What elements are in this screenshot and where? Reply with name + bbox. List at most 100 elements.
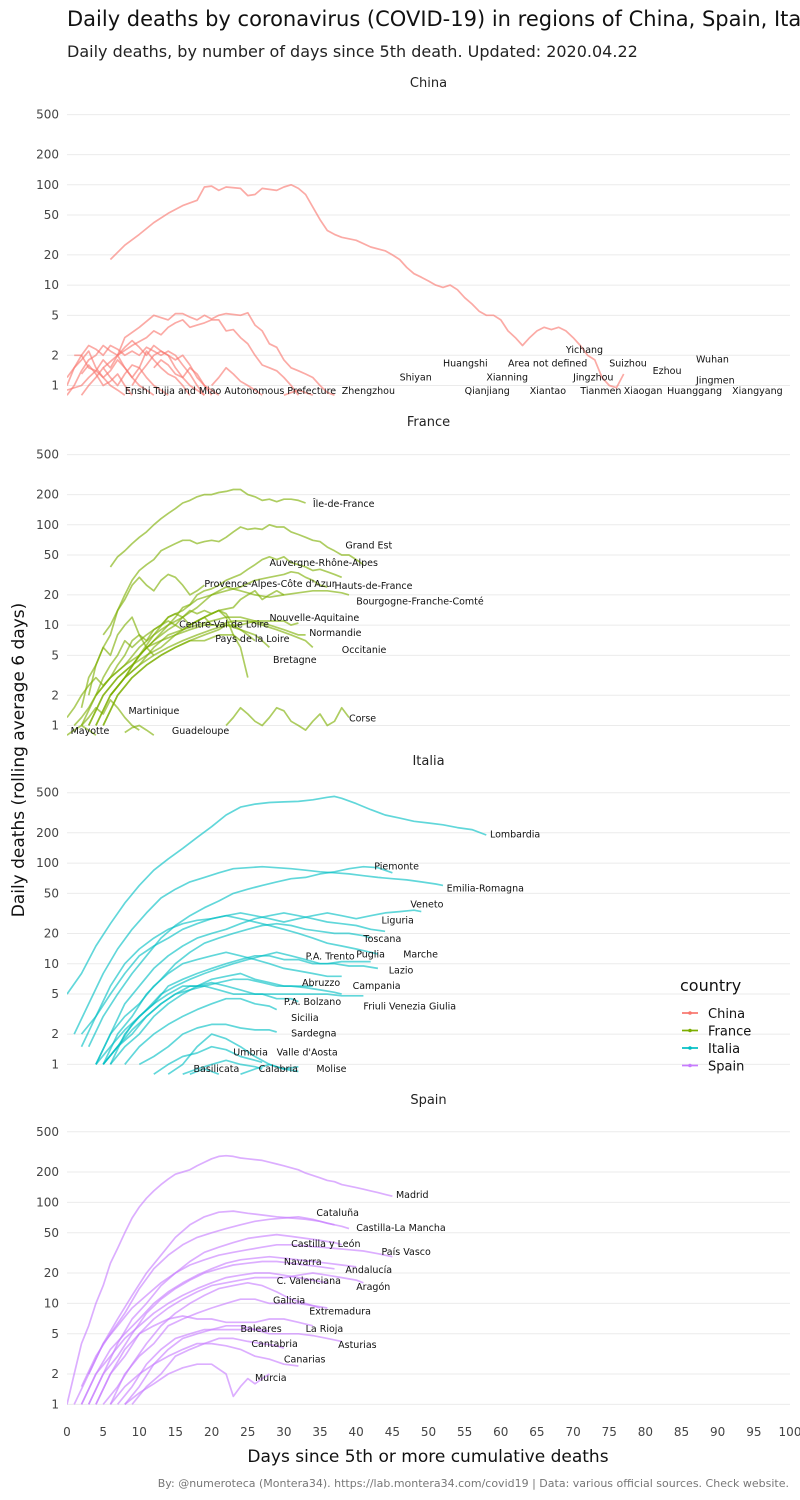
series-line <box>80 914 379 1048</box>
series-line <box>95 624 270 726</box>
x-tick-label: 80 <box>638 1425 653 1439</box>
series-line <box>80 364 169 396</box>
series-line <box>80 699 140 731</box>
legend-label: Spain <box>708 1060 744 1075</box>
series-line <box>116 311 335 396</box>
region-label: Friuli Venezia Giulia <box>363 1002 456 1013</box>
x-tick-label: 70 <box>565 1425 580 1439</box>
y-axis-title: Daily deaths (rolling average 6 days) <box>9 603 29 918</box>
series-line <box>124 1324 342 1405</box>
y-tick-label: 10 <box>44 957 59 971</box>
legend-title: country <box>680 976 741 995</box>
y-tick-label: 200 <box>36 488 59 502</box>
series-line <box>102 319 300 396</box>
series-line <box>109 972 313 1065</box>
y-tick-label: 20 <box>44 248 59 262</box>
y-tick-label: 50 <box>44 1226 59 1240</box>
series-line <box>87 1233 342 1405</box>
series-line <box>80 523 364 708</box>
region-label: Xiantao <box>530 386 567 397</box>
series-line <box>73 1243 393 1405</box>
region-label: Centre-Val de Loire <box>179 619 269 630</box>
x-tick-label: 35 <box>312 1425 327 1439</box>
series-line <box>153 359 213 396</box>
x-tick-label: 75 <box>602 1425 617 1439</box>
series-group <box>67 1154 393 1406</box>
facet-title: France <box>407 415 450 430</box>
legend-label: France <box>708 1025 751 1040</box>
series-line <box>67 795 487 995</box>
x-tick-label: 90 <box>710 1425 725 1439</box>
series-line <box>80 1272 328 1405</box>
facet-china: China 1 2 5 10 20 50 100 200 500 Enshi Tujia and M… <box>36 76 790 397</box>
series-line <box>109 488 306 568</box>
chart-subtitle: Daily deaths, by number of days since 5t… <box>67 42 638 61</box>
x-axis-title: Days since 5th or more cumulative deaths <box>247 1447 608 1467</box>
region-label: Navarra <box>284 1257 322 1268</box>
legend-key-point <box>688 1028 692 1033</box>
region-label: Qianjiang <box>465 386 510 397</box>
region-label: Grand Est <box>345 541 392 552</box>
region-label: Bretagne <box>273 655 317 666</box>
facet-spain: Spain 1 2 5 10 20 50 100 200 500 Madrid Cataluña Cas… <box>36 1093 790 1411</box>
region-label: Xiangyang <box>732 386 783 397</box>
y-tick-label: 500 <box>36 108 59 122</box>
series-group <box>67 183 625 397</box>
region-label: Hauts-de-France <box>335 581 413 592</box>
series-line <box>67 724 97 736</box>
legend-item-france: France <box>682 1025 751 1040</box>
series-line <box>80 909 422 1035</box>
series-line <box>138 1023 277 1066</box>
facet-france: France 1 2 5 10 20 50 100 200 500 Île-de-France Gra… <box>36 415 790 737</box>
legend-key-point <box>688 1046 692 1050</box>
y-tick-label: 1 <box>51 718 59 732</box>
y-tick-label: 5 <box>51 1327 59 1341</box>
region-label: La Rioja <box>306 1324 344 1335</box>
y-tick-label: 10 <box>44 278 59 292</box>
series-line <box>67 350 155 396</box>
y-tick-label: 1 <box>51 1057 59 1071</box>
region-label: Shiyan <box>400 373 432 384</box>
series-line <box>116 1328 270 1405</box>
y-tick-label: 20 <box>44 926 59 940</box>
series-line <box>67 1154 393 1405</box>
x-tick-label: 30 <box>276 1425 291 1439</box>
x-axis: 0 5 10 15 20 25 30 35 40 45 50 55 60 65 70 75 80 85 90 95 10… <box>63 1425 800 1439</box>
facet-title: China <box>410 76 447 91</box>
region-label: Andalucía <box>345 1265 392 1276</box>
x-tick-label: 10 <box>132 1425 147 1439</box>
series-line <box>87 1210 335 1375</box>
region-label: Martinique <box>128 706 179 717</box>
region-label: Lazio <box>389 966 414 977</box>
region-label: Veneto <box>410 900 443 911</box>
series-line <box>153 1045 263 1075</box>
series-line <box>87 616 155 696</box>
series-line <box>109 616 306 696</box>
series-line <box>73 609 256 727</box>
facet-title: Spain <box>410 1093 446 1108</box>
y-tick-label: 2 <box>51 688 59 702</box>
region-label: Piemonte <box>374 862 419 873</box>
series-line <box>182 1059 263 1075</box>
y-tick-label: 100 <box>36 178 59 192</box>
region-label: Molise <box>316 1064 346 1075</box>
region-label: Umbria <box>233 1048 268 1059</box>
legend-key-point <box>688 1011 692 1015</box>
x-tick-label: 100 <box>779 1425 800 1439</box>
series-line <box>102 634 242 726</box>
x-tick-label: 20 <box>204 1425 219 1439</box>
series-line <box>225 706 350 731</box>
region-label: Canarias <box>284 1354 326 1365</box>
y-tick-label: 5 <box>51 648 59 662</box>
x-tick-label: 25 <box>240 1425 255 1439</box>
series-line <box>67 344 206 396</box>
region-label: Guadeloupe <box>172 726 230 737</box>
series-line <box>131 1337 285 1405</box>
y-tick-label: 50 <box>44 208 59 222</box>
series-line <box>80 586 350 726</box>
region-label: Liguria <box>382 916 414 927</box>
y-tick-label: 200 <box>36 148 59 162</box>
facet-panels: China 1 2 5 10 20 50 100 200 500 Enshi Tujia and M… <box>36 76 790 1411</box>
x-tick-label: 65 <box>529 1425 544 1439</box>
series-line <box>124 997 278 1065</box>
